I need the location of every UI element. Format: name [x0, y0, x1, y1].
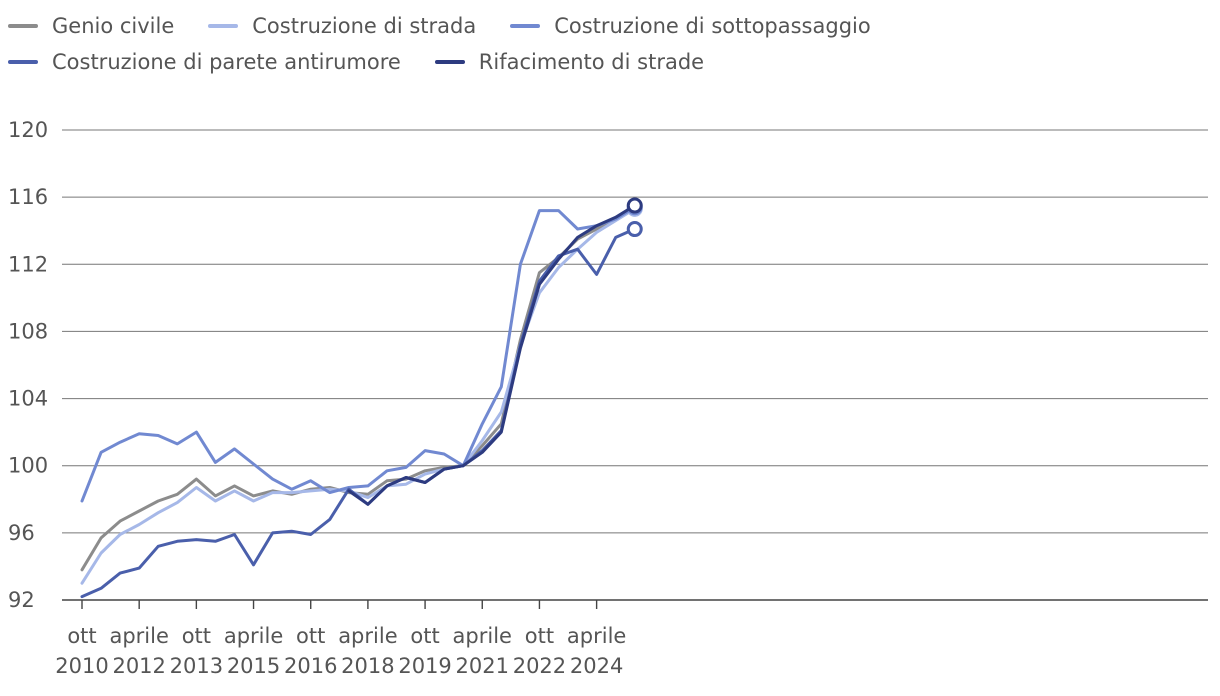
legend-label: Costruzione di parete antirumore: [52, 50, 401, 74]
series-end-marker-4: [626, 197, 643, 214]
x-tick-label: 2021: [456, 654, 509, 678]
x-tick-label: aprile: [453, 624, 512, 648]
series-line-0: [80, 205, 637, 572]
x-tick-label: aprile: [109, 624, 168, 648]
x-tick-label: 2022: [513, 654, 566, 678]
x-tick-label: 2018: [341, 654, 394, 678]
x-tick-label: ott: [525, 624, 554, 648]
series-line-1: [80, 207, 637, 585]
x-tick-label: ott: [410, 624, 439, 648]
y-tick-label: 92: [8, 588, 35, 612]
y-tick-label: 112: [8, 252, 48, 276]
y-tick-label: 96: [8, 521, 35, 545]
x-tick-label: 2015: [227, 654, 280, 678]
legend-swatch: [8, 60, 38, 64]
series-line-4: [347, 204, 637, 506]
series-line-2: [80, 205, 637, 503]
legend-item-costruzione-di-strada[interactable]: Costruzione di strada: [208, 14, 476, 38]
x-tick-label: 2024: [570, 654, 623, 678]
series-line-3: [80, 227, 637, 599]
y-tick-label: 108: [8, 319, 48, 343]
x-tick-label: aprile: [224, 624, 283, 648]
legend-item-rifacimento-di-strade[interactable]: Rifacimento di strade: [434, 50, 705, 74]
y-tick-label: 104: [8, 387, 48, 411]
x-tick-label: aprile: [567, 624, 626, 648]
legend-swatch: [434, 60, 465, 64]
legend-row-2: Costruzione di parete antirumore Rifacim…: [8, 44, 1208, 80]
y-tick-label: 120: [8, 118, 48, 142]
legend-swatch: [8, 24, 38, 28]
y-tick-label: 100: [8, 454, 48, 478]
x-tick-label: 2012: [112, 654, 165, 678]
x-tick-label: 2019: [398, 654, 451, 678]
legend-label: Costruzione di strada: [252, 14, 477, 38]
x-tick-label: ott: [67, 624, 96, 648]
x-tick-label: ott: [296, 624, 325, 648]
series-end-marker-3: [626, 221, 643, 238]
x-tick-label: ott: [182, 624, 211, 648]
legend-label: Genio civile: [52, 14, 175, 38]
legend-swatch: [510, 24, 541, 28]
legend-item-costruzione-di-sottopassaggio[interactable]: Costruzione di sottopassaggio: [510, 14, 871, 38]
legend-item-costruzione-di-parete-antirumore[interactable]: Costruzione di parete antirumore: [8, 50, 401, 74]
legend-label: Costruzione di sottopassaggio: [554, 14, 871, 38]
x-tick-label: aprile: [338, 624, 397, 648]
y-tick-label: 116: [8, 185, 48, 209]
legend-label: Rifacimento di strade: [478, 50, 705, 74]
x-tick-label: 2010: [55, 654, 108, 678]
legend-item-genio-civile[interactable]: Genio civile: [8, 14, 174, 38]
x-tick-label: 2013: [170, 654, 223, 678]
legend-swatch: [208, 24, 239, 28]
legend-row-1: Genio civile Costruzione di strada Costr…: [8, 8, 1208, 44]
chart-legend: Genio civile Costruzione di strada Costr…: [8, 8, 1208, 80]
x-tick-label: 2016: [284, 654, 337, 678]
